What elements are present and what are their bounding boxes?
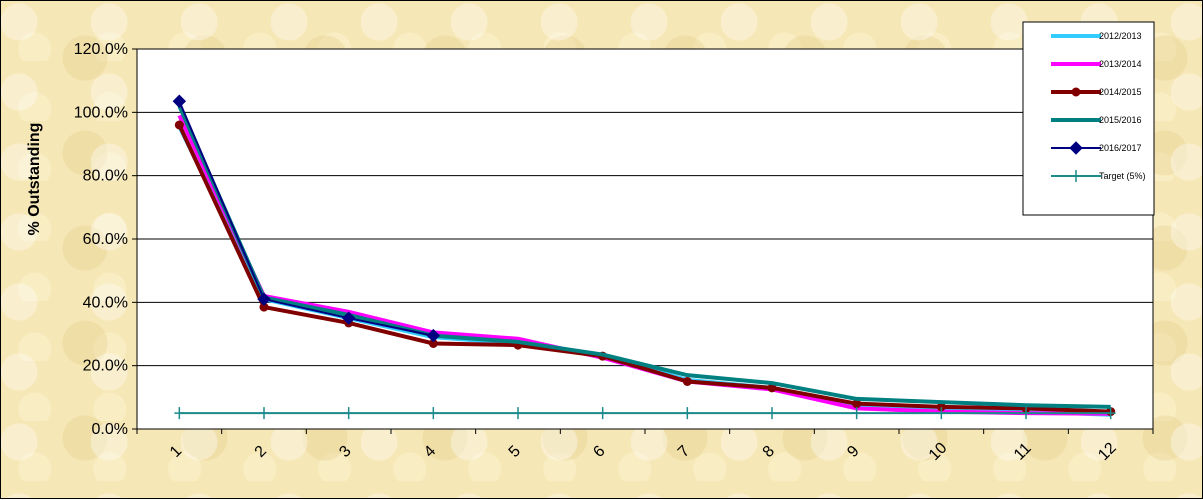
x-tick-label: 4: [421, 443, 439, 461]
data-point: [1071, 87, 1081, 97]
x-tick-label: 3: [336, 443, 354, 461]
data-point: [1021, 407, 1031, 420]
legend-label: 2014/2015: [1099, 87, 1142, 97]
data-point: [341, 311, 356, 325]
series-line: [178, 100, 434, 337]
y-axis-title: % Outstanding: [26, 123, 43, 236]
series-lines: [172, 94, 1116, 420]
series-target-5-: [174, 407, 1116, 420]
legend-item: 2016/2017: [1051, 141, 1142, 155]
series-2015-2016: [177, 105, 1111, 409]
x-tick-label: 9: [844, 443, 862, 461]
x-tick-label: 12: [1095, 439, 1120, 464]
x-tick-label: 6: [590, 443, 608, 461]
series-2016-2017: [172, 94, 441, 343]
data-point: [597, 407, 608, 420]
data-point: [174, 407, 185, 420]
data-point: [343, 407, 354, 420]
gridlines: [137, 48, 1153, 429]
series-line: [177, 124, 1111, 414]
data-point: [851, 407, 862, 420]
x-tick-label: 5: [506, 443, 524, 461]
data-point: [259, 407, 269, 420]
data-point: [682, 407, 693, 420]
y-tick-label: 60.0%: [83, 231, 128, 248]
x-tick-label: 2: [252, 443, 270, 461]
y-axis: 0.0% 20.0% 40.0% 60.0% 80.0% 100.0% 120.0%: [74, 41, 138, 438]
data-point: [426, 328, 441, 343]
data-point: [428, 407, 439, 420]
legend-item: Target (5%): [1051, 170, 1146, 182]
legend-label: 2012/2013: [1099, 31, 1142, 41]
legend: 2012/2013 2013/2014 2014/2015 2015/2016 2016…: [1022, 21, 1155, 216]
data-point: [1069, 141, 1083, 155]
x-tick-label: 10: [926, 439, 951, 464]
x-tick-label: 1: [167, 443, 185, 461]
legend-label: 2015/2016: [1099, 115, 1142, 125]
y-tick-label: 120.0%: [74, 41, 128, 58]
data-point: [513, 407, 523, 420]
data-point: [1105, 407, 1116, 420]
legend-label: 2013/2014: [1099, 59, 1142, 69]
legend-item: 2015/2016: [1051, 115, 1142, 125]
legend-item: 2012/2013: [1051, 31, 1142, 41]
series-line: [177, 105, 1111, 409]
data-point: [174, 120, 184, 130]
legend-label: Target (5%): [1099, 171, 1146, 181]
y-tick-label: 80.0%: [83, 168, 128, 185]
data-point: [682, 377, 692, 386]
x-tick-label: 8: [760, 443, 778, 461]
data-point: [257, 292, 271, 306]
data-point: [1071, 170, 1081, 182]
legend-item: 2013/2014: [1051, 59, 1142, 69]
data-point: [767, 407, 777, 420]
legend-label: 2016/2017: [1099, 143, 1142, 153]
y-tick-label: 0.0%: [92, 421, 128, 438]
x-tick-label: 7: [675, 443, 693, 461]
data-point: [936, 407, 947, 420]
y-tick-label: 20.0%: [83, 358, 128, 375]
data-point: [172, 94, 187, 108]
y-tick-label: 100.0%: [74, 104, 128, 121]
legend-item: 2014/2015: [1051, 87, 1142, 97]
y-tick-label: 40.0%: [83, 294, 128, 311]
x-tick-label: 11: [1011, 440, 1035, 464]
